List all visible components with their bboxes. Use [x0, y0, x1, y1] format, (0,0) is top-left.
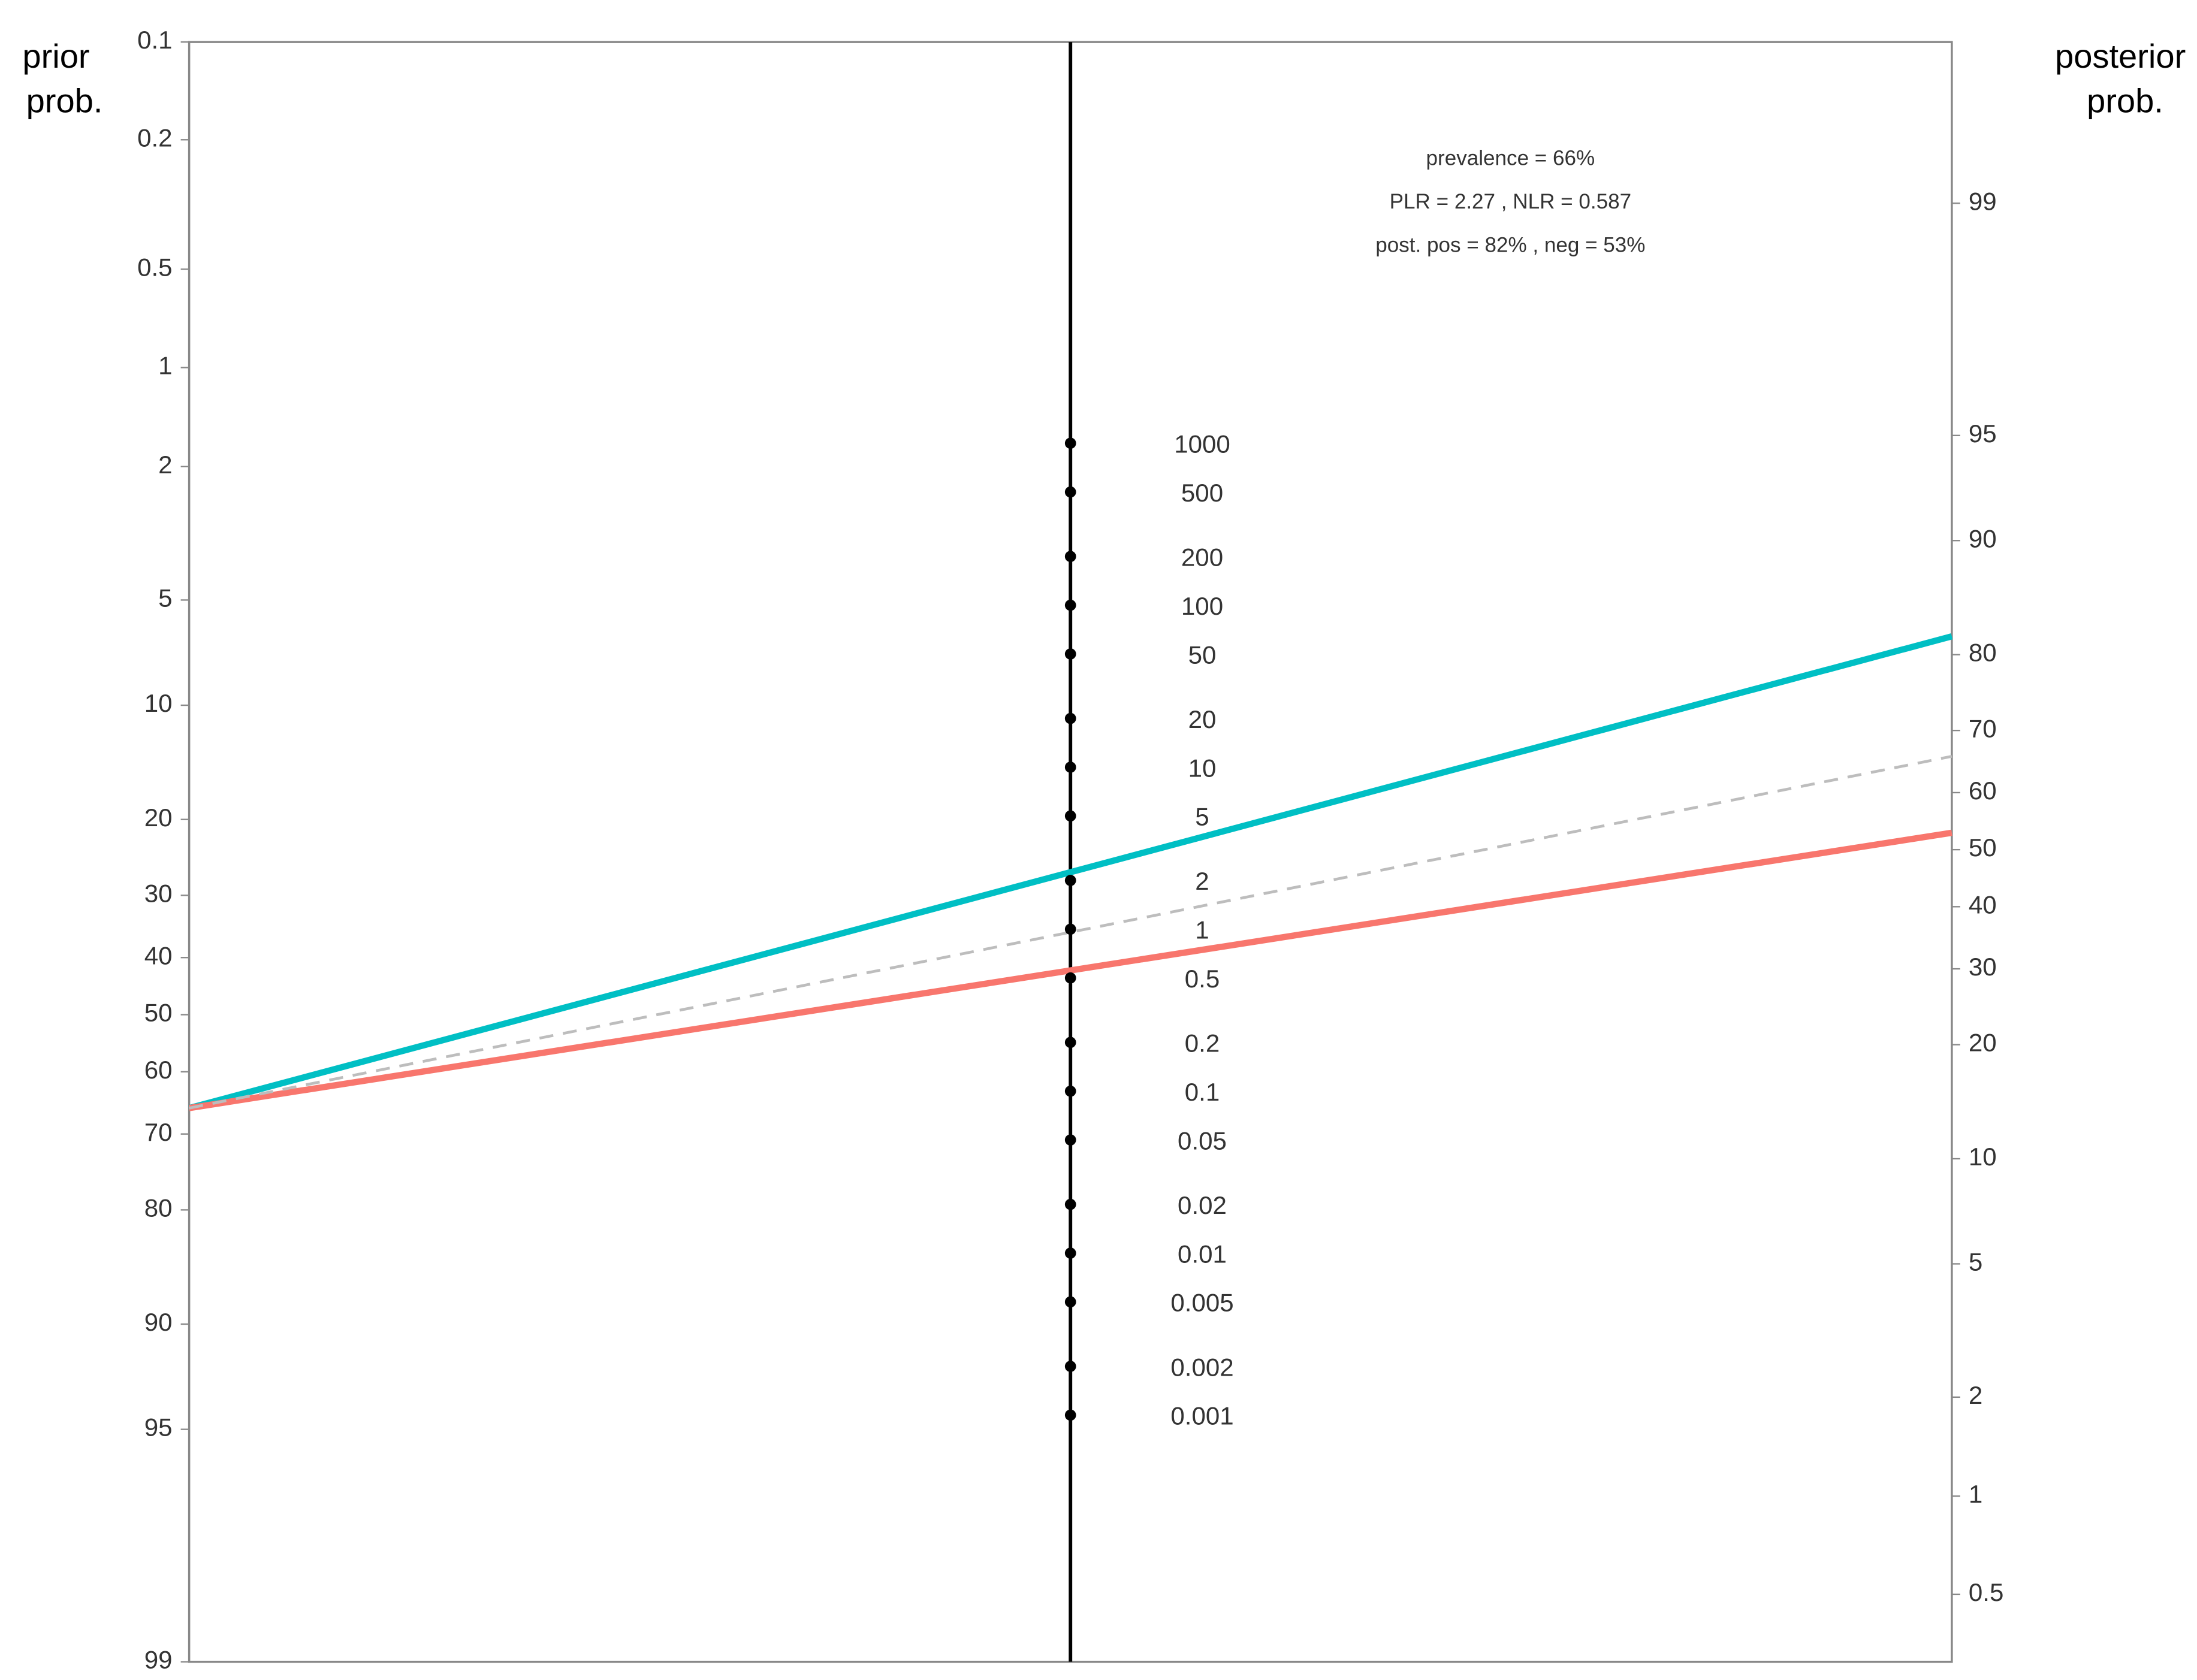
y-tick-label: 0.5: [137, 253, 173, 281]
y2-tick-label: 20: [1969, 1029, 1997, 1057]
lr-tick: [1064, 1198, 1076, 1210]
y-tick-label: 60: [144, 1056, 173, 1084]
lr-tick: [1064, 1409, 1076, 1421]
y2-tick-label: 99: [1969, 187, 1997, 215]
y-tick-label: 10: [144, 689, 173, 717]
y2-tick-label: 10: [1969, 1143, 1997, 1171]
y-tick-label: 0.1: [137, 26, 173, 54]
lr-tick: [1064, 762, 1076, 773]
y-tick-label: 80: [144, 1194, 173, 1222]
lr-tick: [1064, 1037, 1076, 1049]
y-label: prob.: [26, 82, 103, 120]
lr-tick-label: 50: [1188, 640, 1217, 669]
lr-tick-label: 0.005: [1170, 1289, 1233, 1317]
annotation: PLR = 2.27 , NLR = 0.587: [1390, 190, 1631, 213]
lr-tick: [1064, 923, 1076, 935]
lr-tick: [1064, 486, 1076, 498]
nomogram-line: [188, 633, 1953, 1111]
y2-tick-label: 90: [1969, 524, 1997, 552]
lr-tick-label: 2: [1195, 867, 1209, 895]
lr-tick: [1064, 875, 1076, 886]
lr-tick-label: 1: [1195, 916, 1209, 944]
y2-tick-label: 30: [1969, 953, 1997, 981]
y-tick-label: 70: [144, 1118, 173, 1146]
y2-tick-label: 1: [1969, 1480, 1982, 1508]
y-tick-label: 95: [144, 1413, 173, 1442]
y2-label: prob.: [2087, 82, 2163, 120]
lr-tick: [1064, 1247, 1076, 1259]
y-tick-label: 2: [158, 451, 172, 479]
lr-tick-label: 0.002: [1170, 1353, 1233, 1381]
lr-tick: [1064, 437, 1076, 449]
y-tick-label: 20: [144, 803, 173, 832]
lr-tick-label: 10: [1188, 754, 1217, 782]
y2-tick-label: 0.5: [1969, 1578, 2004, 1606]
y-tick-label: 90: [144, 1308, 173, 1336]
nomogram-line: [188, 829, 1952, 1111]
lr-tick: [1064, 1296, 1076, 1308]
lr-tick-label: 0.5: [1185, 965, 1220, 993]
lr-tick: [1064, 1361, 1076, 1372]
y-tick-label: 1: [158, 352, 172, 380]
y-label: prior: [22, 37, 89, 75]
y2-tick-label: 50: [1969, 833, 1997, 862]
lr-tick-label: 200: [1181, 543, 1223, 572]
y2-tick-label: 60: [1969, 776, 1997, 805]
lr-tick-label: 0.01: [1178, 1240, 1227, 1268]
lr-tick-label: 20: [1188, 705, 1217, 733]
y-tick-label: 5: [158, 584, 172, 612]
lr-tick-label: 1000: [1174, 430, 1230, 458]
y2-label: posterior: [2055, 37, 2186, 75]
y2-tick-label: 40: [1969, 890, 1997, 918]
lr-tick-label: 0.1: [1185, 1078, 1220, 1106]
lr-tick: [1064, 1085, 1076, 1097]
y2-tick-label: 95: [1969, 419, 1997, 448]
lr-tick: [1064, 648, 1076, 660]
y-tick-label: 30: [144, 879, 173, 907]
lr-tick-label: 0.02: [1178, 1191, 1227, 1219]
y2-tick-label: 80: [1969, 639, 1997, 667]
lr-tick-label: 0.2: [1185, 1029, 1220, 1057]
y-tick-label: 40: [144, 941, 173, 969]
y2-tick-label: 5: [1969, 1248, 1982, 1276]
lr-tick: [1064, 810, 1076, 822]
y-tick-label: 0.2: [137, 123, 173, 152]
lr-tick-label: 500: [1181, 479, 1223, 507]
annotation: prevalence = 66%: [1426, 147, 1595, 170]
y2-tick-label: 2: [1969, 1381, 1982, 1409]
lr-tick: [1064, 712, 1076, 724]
lr-tick-label: 0.001: [1170, 1402, 1233, 1430]
lr-tick: [1064, 972, 1076, 984]
lr-tick: [1064, 1134, 1076, 1146]
lr-tick: [1064, 599, 1076, 611]
lr-tick-label: 100: [1181, 592, 1223, 620]
nomogram-line: [189, 755, 1952, 1110]
y2-tick-label: 70: [1969, 714, 1997, 742]
lr-tick-label: 0.05: [1178, 1126, 1227, 1155]
lr-tick: [1064, 551, 1076, 563]
annotation: post. pos = 82% , neg = 53%: [1375, 234, 1645, 257]
y-tick-label: 50: [144, 999, 173, 1027]
lr-tick-label: 5: [1195, 803, 1209, 831]
y-tick-label: 99: [144, 1646, 173, 1674]
